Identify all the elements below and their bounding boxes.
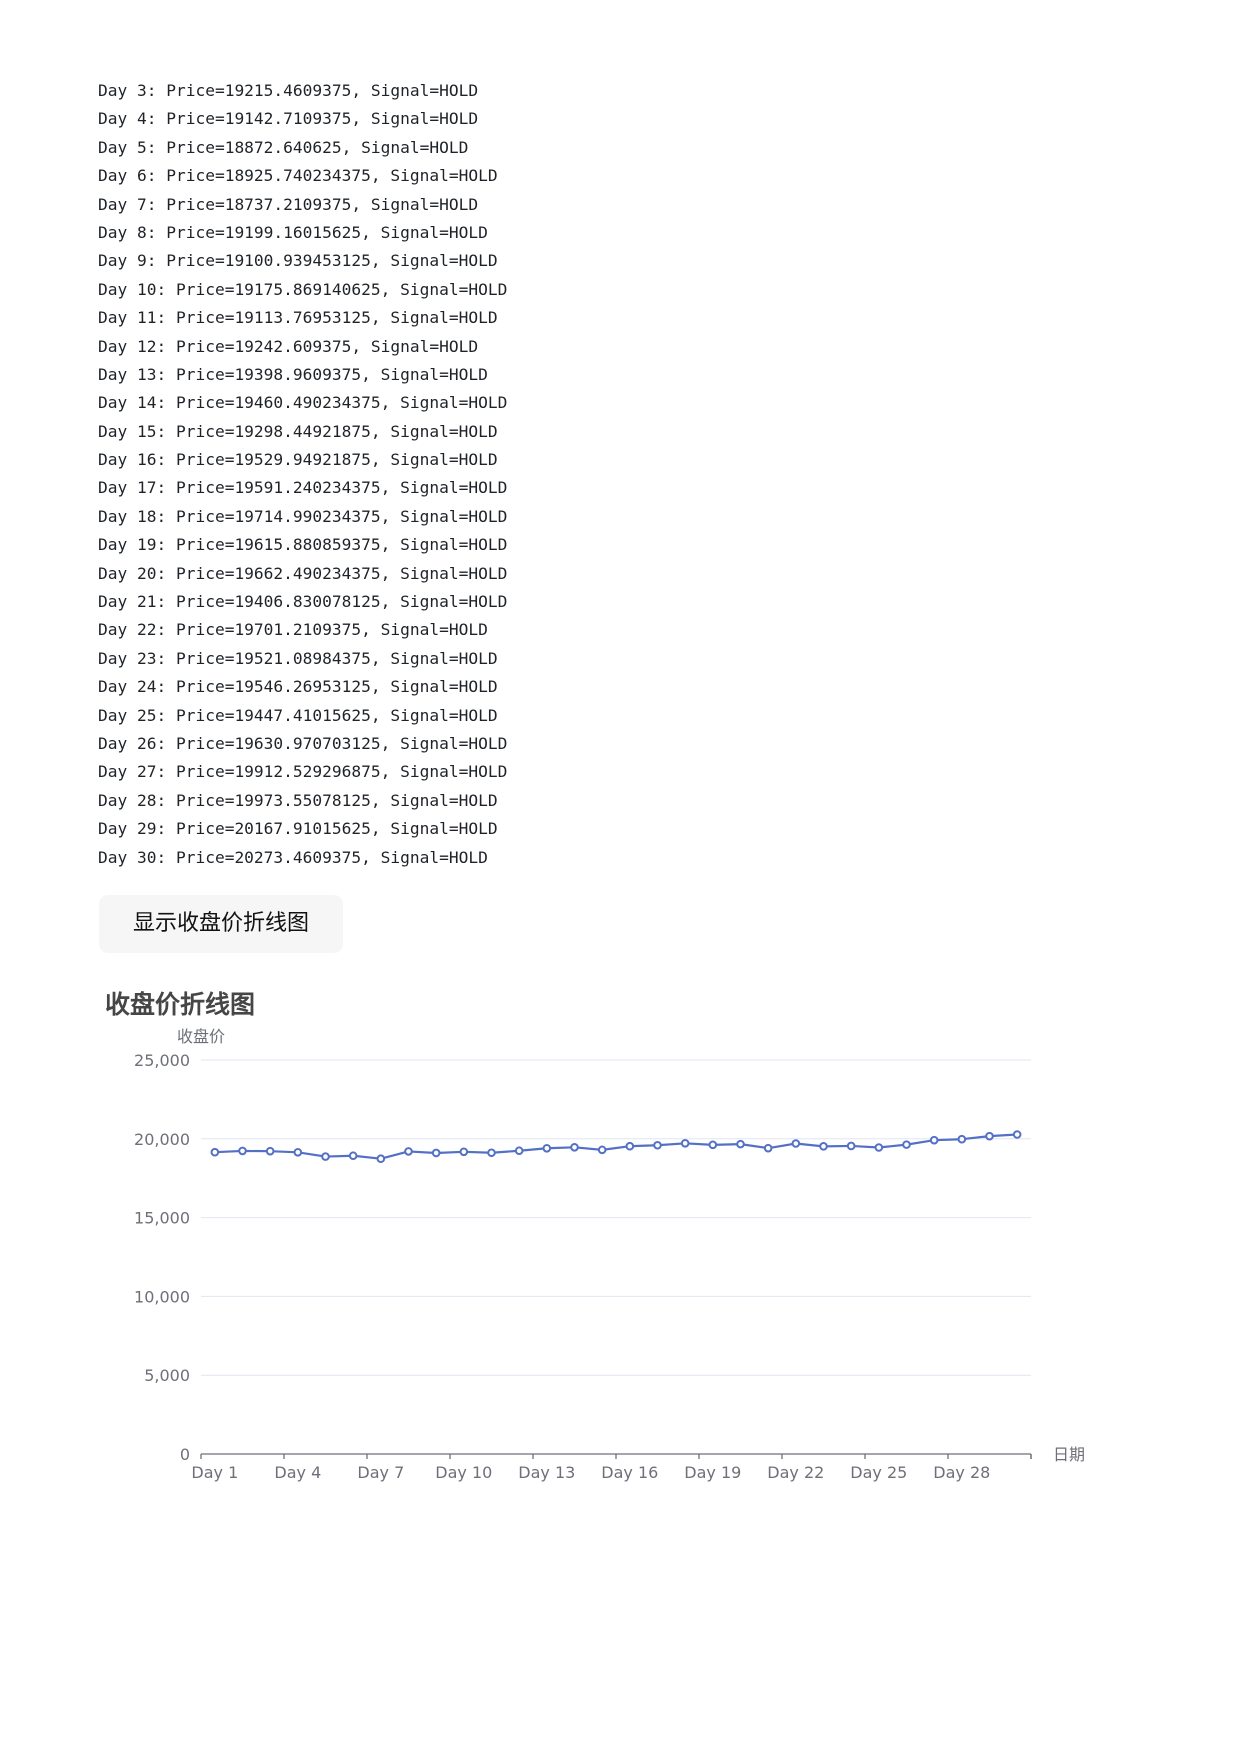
data-point[interactable]: [570, 1143, 579, 1152]
log-line: Day 16: Price=19529.94921875, Signal=HOL…: [98, 450, 498, 470]
x-tick-label: Day 4: [274, 1463, 321, 1482]
y-tick-label: 0: [180, 1445, 190, 1464]
data-point[interactable]: [514, 1146, 524, 1156]
output-log: Day 3: Price=19215.4609375, Signal=HOLD D…: [98, 77, 507, 872]
data-point[interactable]: [736, 1139, 745, 1149]
show-chart-button[interactable]: 显示收盘价折线图: [99, 895, 343, 953]
data-point[interactable]: [487, 1148, 496, 1158]
x-tick-label: Day 10: [435, 1463, 492, 1482]
x-tick-label: Day 25: [850, 1463, 907, 1482]
log-line: Day 10: Price=19175.869140625, Signal=HO…: [98, 279, 508, 299]
data-point[interactable]: [321, 1152, 330, 1161]
data-point[interactable]: [459, 1147, 469, 1157]
log-line: Day 5: Price=18872.640625, Signal=HOLD: [98, 137, 469, 157]
y-axis-label: 收盘价: [177, 1027, 225, 1046]
log-line: Day 28: Price=19973.55078125, Signal=HOL…: [98, 790, 498, 810]
x-tick-label: Day 1: [191, 1463, 238, 1482]
y-tick-label: 5,000: [144, 1366, 190, 1385]
log-line: Day 14: Price=19460.490234375, Signal=HO…: [98, 393, 508, 413]
log-line: Day 3: Price=19215.4609375, Signal=HOLD: [98, 81, 479, 100]
data-point[interactable]: [210, 1147, 220, 1157]
log-line: Day 24: Price=19546.26953125, Signal=HOL…: [98, 677, 498, 697]
data-point[interactable]: [597, 1145, 607, 1155]
log-line: Day 4: Price=19142.7109375, Signal=HOLD: [98, 109, 479, 129]
data-point[interactable]: [708, 1140, 718, 1150]
log-line: Day 20: Price=19662.490234375, Signal=HO…: [98, 563, 508, 583]
log-line: Day 9: Price=19100.939453125, Signal=HOL…: [98, 251, 498, 271]
data-point[interactable]: [431, 1148, 441, 1158]
data-point[interactable]: [625, 1141, 635, 1151]
log-line: Day 8: Price=19199.16015625, Signal=HOLD: [98, 222, 488, 242]
log-line: Day 18: Price=19714.990234375, Signal=HO…: [98, 506, 508, 526]
log-line: Day 27: Price=19912.529296875, Signal=HO…: [98, 762, 508, 782]
y-tick-label: 10,000: [134, 1287, 190, 1306]
log-line: Day 7: Price=18737.2109375, Signal=HOLD: [98, 194, 479, 214]
data-point[interactable]: [985, 1131, 994, 1141]
data-point[interactable]: [293, 1148, 303, 1157]
data-point[interactable]: [957, 1134, 967, 1144]
data-point[interactable]: [1012, 1130, 1022, 1139]
x-tick-label: Day 28: [933, 1463, 990, 1482]
log-line: Day 21: Price=19406.830078125, Signal=HO…: [98, 592, 508, 612]
x-tick-label: Day 16: [601, 1463, 658, 1482]
data-point[interactable]: [376, 1154, 386, 1164]
data-point[interactable]: [791, 1139, 801, 1148]
x-tick-label: Day 7: [357, 1463, 404, 1482]
log-line: Day 12: Price=19242.609375, Signal=HOLD: [98, 336, 479, 356]
data-point[interactable]: [542, 1143, 552, 1153]
log-line: Day 23: Price=19521.08984375, Signal=HOL…: [98, 648, 498, 668]
log-line: Day 15: Price=19298.44921875, Signal=HOL…: [98, 421, 498, 441]
log-line: Day 13: Price=19398.9609375, Signal=HOLD: [98, 364, 488, 384]
data-point[interactable]: [404, 1147, 413, 1156]
log-line: Day 29: Price=20167.91015625, Signal=HOL…: [98, 819, 498, 839]
log-line: Day 26: Price=19630.970703125, Signal=HO…: [98, 733, 508, 753]
close-price-line-chart: 0 5,000 10,000 15,000 20,000 25,000 Day 1 Day 4…: [134, 1027, 1085, 1482]
x-tick-label: Day 19: [684, 1463, 741, 1482]
data-point[interactable]: [680, 1138, 690, 1148]
log-line: Day 11: Price=19113.76953125, Signal=HOL…: [98, 308, 498, 328]
data-point[interactable]: [929, 1135, 939, 1145]
x-axis-label: 日期: [1053, 1445, 1085, 1464]
log-line: Day 6: Price=18925.740234375, Signal=HOL…: [98, 166, 498, 186]
data-point[interactable]: [902, 1140, 911, 1149]
y-tick-label: 15,000: [134, 1209, 190, 1228]
series-line: [214, 1133, 1018, 1160]
data-point[interactable]: [238, 1146, 247, 1156]
log-line: Day 22: Price=19701.2109375, Signal=HOLD: [98, 620, 488, 640]
log-line: Day 30: Price=20273.4609375, Signal=HOLD: [98, 847, 488, 867]
data-point[interactable]: [874, 1143, 884, 1152]
x-tick-label: Day 22: [767, 1463, 824, 1482]
data-point[interactable]: [819, 1142, 828, 1151]
y-tick-label: 20,000: [134, 1130, 190, 1149]
y-tick-label: 25,000: [134, 1051, 190, 1070]
x-tick-label: Day 13: [518, 1463, 575, 1482]
data-point[interactable]: [653, 1140, 662, 1150]
log-line: Day 19: Price=19615.880859375, Signal=HO…: [98, 535, 508, 555]
log-line: Day 25: Price=19447.41015625, Signal=HOL…: [98, 705, 498, 725]
data-point[interactable]: [265, 1146, 275, 1156]
data-point[interactable]: [846, 1141, 856, 1151]
chart-title: 收盘价折线图: [105, 990, 256, 1019]
log-line: Day 17: Price=19591.240234375, Signal=HO…: [98, 478, 508, 498]
data-point[interactable]: [763, 1143, 773, 1153]
data-point[interactable]: [348, 1151, 358, 1161]
